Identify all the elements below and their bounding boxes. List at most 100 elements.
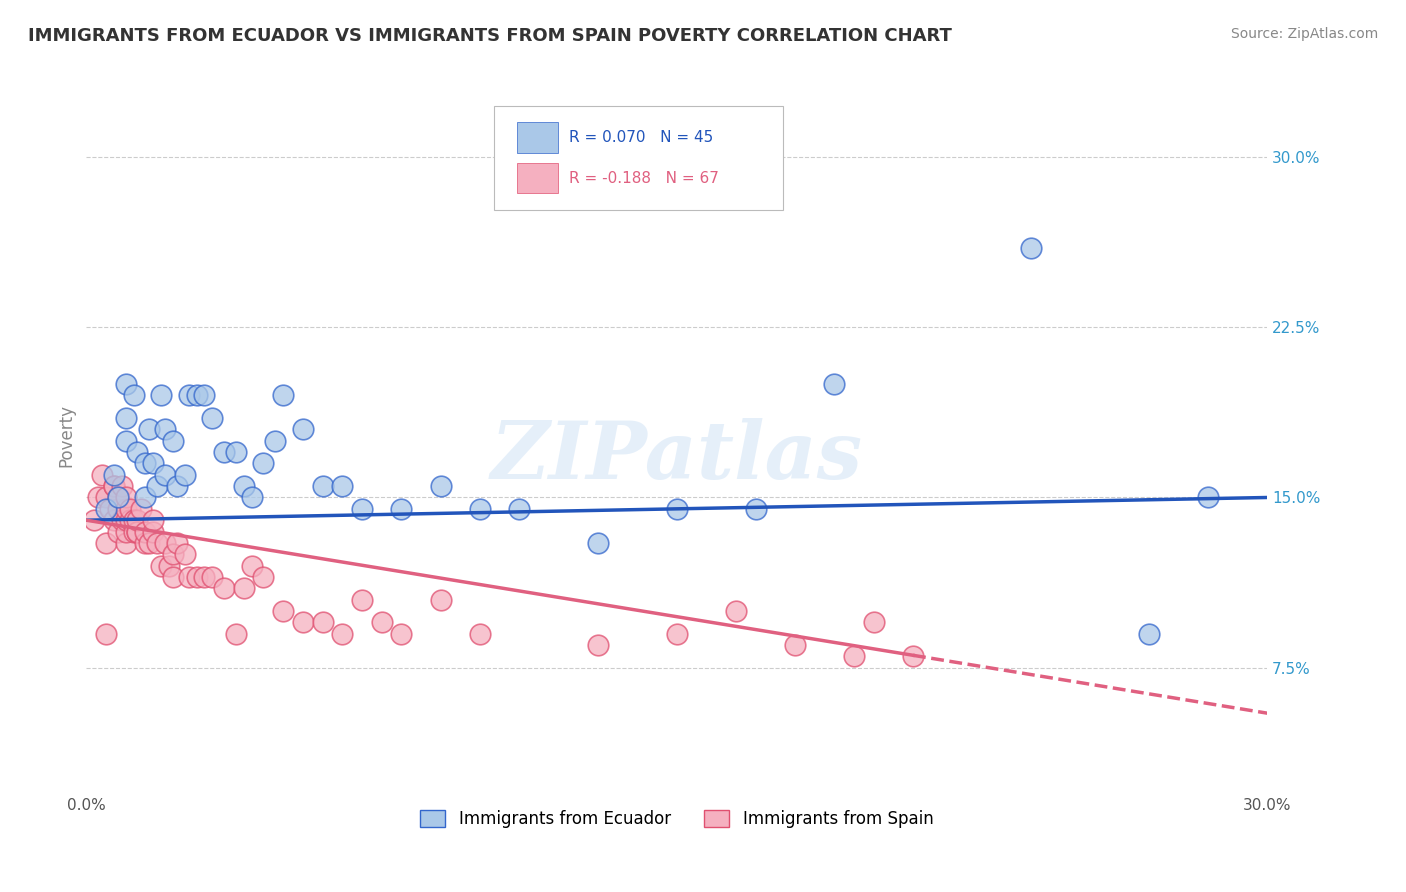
Point [271, 604, 294, 618]
Point [107, 524, 129, 539]
Point [127, 513, 149, 527]
Point [94, 536, 117, 550]
Point [232, 582, 254, 596]
Point [186, 388, 208, 402]
Point [350, 501, 373, 516]
Point [114, 434, 136, 448]
Point [162, 547, 184, 561]
Point [138, 536, 160, 550]
Point [212, 582, 235, 596]
Point [311, 479, 333, 493]
Point [586, 536, 609, 550]
Point [264, 434, 287, 448]
Point [201, 411, 224, 425]
Point [103, 513, 125, 527]
Point [193, 388, 215, 402]
Point [468, 626, 491, 640]
Point [744, 501, 766, 516]
Point [94, 626, 117, 640]
Point [134, 491, 156, 505]
Text: IMMIGRANTS FROM ECUADOR VS IMMIGRANTS FROM SPAIN POVERTY CORRELATION CHART: IMMIGRANTS FROM ECUADOR VS IMMIGRANTS FR… [28, 27, 952, 45]
Point [150, 558, 173, 573]
Point [193, 570, 215, 584]
Point [111, 513, 134, 527]
Point [173, 547, 195, 561]
Point [153, 536, 176, 550]
Point [862, 615, 884, 630]
Point [114, 376, 136, 391]
Point [127, 524, 149, 539]
Point [107, 491, 129, 505]
Point [153, 467, 176, 482]
Point [586, 638, 609, 652]
Point [94, 501, 117, 516]
Point [665, 626, 688, 640]
Point [134, 457, 156, 471]
Point [83, 513, 105, 527]
Point [508, 501, 530, 516]
FancyBboxPatch shape [517, 163, 558, 194]
Y-axis label: Poverty: Poverty [58, 403, 75, 467]
Legend: Immigrants from Ecuador, Immigrants from Spain: Immigrants from Ecuador, Immigrants from… [413, 803, 941, 834]
Point [114, 513, 136, 527]
Point [94, 491, 117, 505]
Point [271, 388, 294, 402]
Point [166, 536, 188, 550]
Point [142, 457, 165, 471]
Point [665, 501, 688, 516]
Point [153, 422, 176, 436]
Point [225, 626, 247, 640]
Point [1137, 626, 1160, 640]
Point [240, 558, 263, 573]
Point [131, 501, 153, 516]
Point [127, 445, 149, 459]
Text: Source: ZipAtlas.com: Source: ZipAtlas.com [1230, 27, 1378, 41]
Point [389, 501, 412, 516]
Point [291, 422, 314, 436]
Point [240, 491, 263, 505]
Point [212, 445, 235, 459]
Point [146, 479, 169, 493]
Text: R = 0.070   N = 45: R = 0.070 N = 45 [569, 130, 714, 145]
Point [350, 592, 373, 607]
Point [162, 570, 184, 584]
Point [252, 457, 274, 471]
Point [173, 467, 195, 482]
Point [127, 524, 149, 539]
Point [114, 411, 136, 425]
Point [166, 479, 188, 493]
Point [122, 524, 145, 539]
Point [225, 445, 247, 459]
Point [122, 513, 145, 527]
Point [370, 615, 392, 630]
Point [87, 491, 110, 505]
Point [146, 536, 169, 550]
Point [177, 570, 200, 584]
Point [103, 479, 125, 493]
Point [311, 615, 333, 630]
Point [114, 501, 136, 516]
Text: ZIPatlas: ZIPatlas [491, 417, 863, 495]
Point [134, 524, 156, 539]
Point [823, 376, 845, 391]
Point [1197, 491, 1219, 505]
Point [232, 479, 254, 493]
Point [150, 388, 173, 402]
Point [527, 184, 550, 198]
Point [330, 626, 353, 640]
Point [252, 570, 274, 584]
Point [118, 501, 141, 516]
Text: R = -0.188   N = 67: R = -0.188 N = 67 [569, 170, 720, 186]
Point [901, 649, 924, 664]
FancyBboxPatch shape [494, 106, 783, 210]
Point [177, 388, 200, 402]
Point [389, 626, 412, 640]
FancyBboxPatch shape [517, 122, 558, 153]
Point [842, 649, 865, 664]
Point [103, 479, 125, 493]
Point [724, 604, 747, 618]
Point [107, 491, 129, 505]
Point [186, 570, 208, 584]
Point [783, 638, 806, 652]
Point [330, 479, 353, 493]
